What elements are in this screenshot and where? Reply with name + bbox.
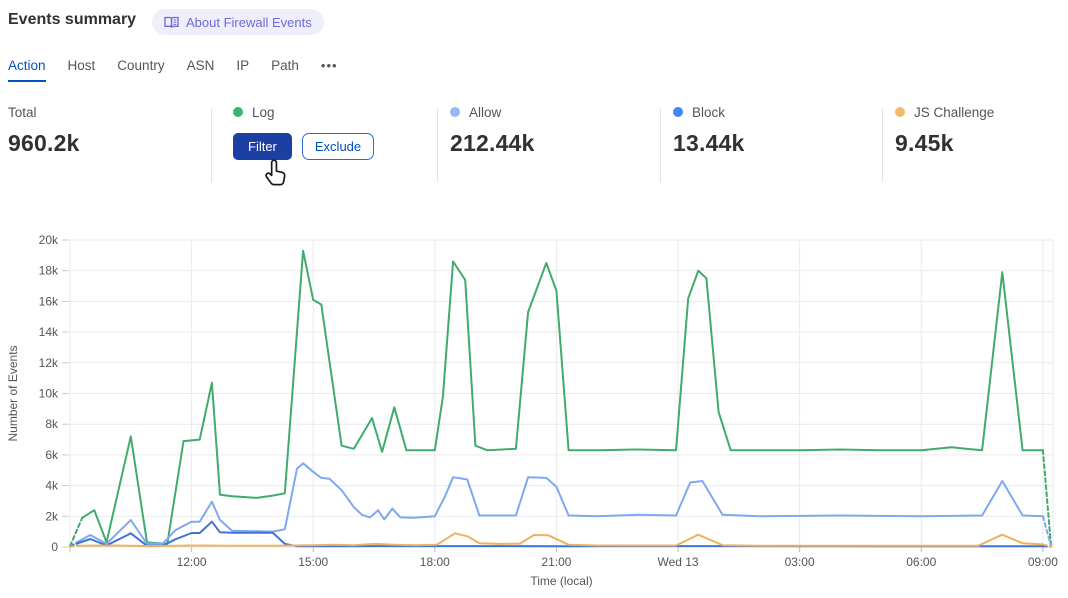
stat-js-challenge[interactable]: JS Challenge 9.45k xyxy=(895,103,994,157)
svg-text:8k: 8k xyxy=(45,417,59,431)
stat-allow[interactable]: Allow 212.44k xyxy=(450,103,535,157)
stat-total: Total 960.2k xyxy=(8,103,80,157)
allow-legend-dot-icon xyxy=(450,107,460,117)
divider xyxy=(660,108,661,182)
svg-text:12:00: 12:00 xyxy=(177,555,207,569)
book-icon xyxy=(164,16,179,29)
stat-total-label: Total xyxy=(8,104,37,120)
svg-text:10k: 10k xyxy=(39,387,59,401)
svg-text:20k: 20k xyxy=(39,233,59,247)
tab-ip[interactable]: IP xyxy=(236,58,250,73)
stat-allow-value: 212.44k xyxy=(450,130,535,156)
divider xyxy=(437,108,438,182)
svg-text:06:00: 06:00 xyxy=(906,555,936,569)
more-tabs-ellipsis-icon[interactable]: ••• xyxy=(320,58,338,73)
page-title: Events summary xyxy=(8,11,137,28)
stats-row: Total 960.2k Log Filter Exclude Allow 21… xyxy=(0,103,1068,187)
svg-text:6k: 6k xyxy=(45,448,59,462)
svg-text:2k: 2k xyxy=(45,509,59,523)
stat-allow-label: Allow xyxy=(469,104,502,120)
stat-block-label: Block xyxy=(692,104,726,120)
stat-total-value: 960.2k xyxy=(8,130,80,156)
svg-text:4k: 4k xyxy=(45,479,59,493)
svg-text:Number of Events: Number of Events xyxy=(6,345,20,441)
svg-text:0: 0 xyxy=(51,540,58,554)
events-over-time-chart[interactable]: 0 2k 4k 6k 8k 10k 12k 14k 16k 18k 20k 12:00 15:00 18:… xyxy=(0,225,1068,598)
tab-country[interactable]: Country xyxy=(117,58,165,73)
svg-text:18:00: 18:00 xyxy=(420,555,450,569)
svg-text:Wed 13: Wed 13 xyxy=(657,555,698,569)
events-chart-svg[interactable]: 0 2k 4k 6k 8k 10k 12k 14k 16k 18k 20k 12:00 15:00 18:… xyxy=(0,225,1068,598)
stat-block-value: 13.44k xyxy=(673,130,745,156)
divider xyxy=(882,108,883,182)
exclude-button[interactable]: Exclude xyxy=(301,133,375,160)
filter-button[interactable]: Filter xyxy=(233,133,292,160)
stat-log[interactable]: Log Filter Exclude xyxy=(233,103,375,160)
tab-path[interactable]: Path xyxy=(271,58,299,73)
tab-asn[interactable]: ASN xyxy=(186,58,215,73)
divider xyxy=(211,108,212,182)
log-legend-dot-icon xyxy=(233,107,243,117)
tab-action[interactable]: Action xyxy=(8,58,46,82)
svg-text:Time (local): Time (local) xyxy=(530,574,592,588)
summary-tabs: Action Host Country ASN IP Path ••• xyxy=(8,58,338,82)
svg-text:14k: 14k xyxy=(39,325,59,339)
svg-text:09:00: 09:00 xyxy=(1028,555,1058,569)
svg-text:12k: 12k xyxy=(39,356,59,370)
about-firewall-events-badge[interactable]: About Firewall Events xyxy=(152,9,324,35)
svg-text:21:00: 21:00 xyxy=(541,555,571,569)
svg-text:16k: 16k xyxy=(39,294,59,308)
stat-js-challenge-value: 9.45k xyxy=(895,130,954,156)
stat-js-challenge-label: JS Challenge xyxy=(914,104,995,120)
stat-block[interactable]: Block 13.44k xyxy=(673,103,745,157)
block-legend-dot-icon xyxy=(673,107,683,117)
svg-text:03:00: 03:00 xyxy=(785,555,815,569)
js-challenge-legend-dot-icon xyxy=(895,107,905,117)
stat-log-label: Log xyxy=(252,104,275,120)
svg-text:15:00: 15:00 xyxy=(298,555,328,569)
tab-host[interactable]: Host xyxy=(67,58,96,73)
svg-text:18k: 18k xyxy=(39,264,59,278)
about-badge-label: About Firewall Events xyxy=(186,14,312,30)
